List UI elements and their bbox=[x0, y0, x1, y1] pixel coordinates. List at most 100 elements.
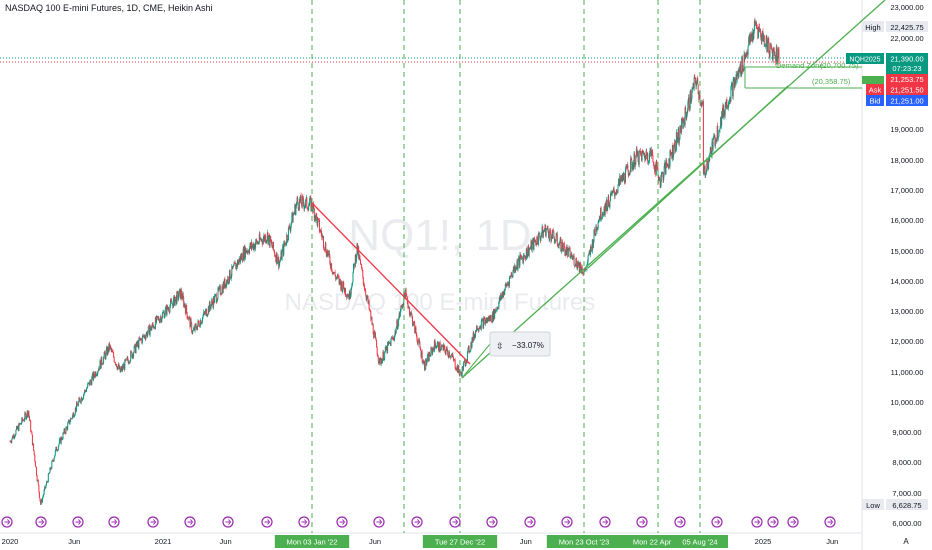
event-marker-icon[interactable] bbox=[751, 516, 763, 528]
event-marker-icon[interactable] bbox=[486, 516, 498, 528]
candle bbox=[697, 77, 699, 85]
candle bbox=[465, 364, 467, 367]
candle bbox=[704, 166, 705, 169]
candle bbox=[719, 128, 721, 130]
candle bbox=[541, 234, 542, 237]
candle bbox=[67, 423, 69, 430]
candle bbox=[337, 275, 339, 277]
event-marker-icon[interactable] bbox=[524, 516, 536, 528]
candle bbox=[413, 321, 415, 323]
candle bbox=[690, 91, 692, 103]
candle bbox=[26, 410, 28, 417]
candle bbox=[575, 258, 577, 266]
candle bbox=[643, 152, 645, 158]
candle bbox=[408, 307, 410, 308]
candle bbox=[686, 110, 688, 114]
event-marker-icon[interactable] bbox=[449, 516, 461, 528]
event-marker-icon[interactable] bbox=[561, 516, 573, 528]
candle bbox=[591, 247, 593, 252]
auto-scale-button[interactable]: A bbox=[903, 537, 909, 546]
event-marker-icon[interactable] bbox=[261, 516, 273, 528]
candle bbox=[535, 241, 537, 245]
candle bbox=[184, 307, 186, 314]
candle bbox=[437, 342, 439, 344]
candle bbox=[157, 316, 159, 319]
candle bbox=[416, 335, 418, 341]
event-marker-icon[interactable] bbox=[411, 516, 423, 528]
event-marker-icon[interactable] bbox=[711, 516, 723, 528]
candle bbox=[71, 414, 73, 419]
candle bbox=[449, 356, 451, 358]
date-marker-label: Mon 22 Apr '24 bbox=[633, 538, 683, 547]
event-marker-icon[interactable] bbox=[767, 516, 779, 528]
event-marker-icon[interactable] bbox=[674, 516, 686, 528]
candle bbox=[273, 249, 275, 252]
candle bbox=[141, 338, 143, 343]
candle bbox=[684, 120, 685, 126]
candle bbox=[202, 317, 203, 322]
candle bbox=[639, 150, 641, 152]
candle bbox=[120, 367, 122, 370]
candle bbox=[281, 251, 282, 260]
candle bbox=[711, 141, 713, 157]
measure-icon: ⇳ bbox=[496, 341, 504, 351]
candle bbox=[349, 291, 351, 298]
event-marker-icon[interactable] bbox=[222, 516, 234, 528]
event-marker-icon[interactable] bbox=[336, 516, 348, 528]
candle bbox=[757, 29, 759, 39]
candle bbox=[610, 193, 611, 202]
demand-zone[interactable]: Demand Zone (20,700.75) (20,358.75) bbox=[744, 61, 862, 89]
candle bbox=[156, 316, 158, 317]
event-marker-icon[interactable] bbox=[184, 516, 196, 528]
event-marker-icon[interactable] bbox=[298, 516, 310, 528]
candle bbox=[139, 338, 141, 340]
candle bbox=[611, 190, 613, 195]
candle bbox=[317, 218, 319, 226]
candle bbox=[453, 359, 455, 361]
event-marker-icon[interactable] bbox=[147, 516, 159, 528]
candle bbox=[612, 190, 614, 192]
candle bbox=[494, 309, 496, 313]
candle bbox=[458, 365, 460, 372]
event-marker-icon[interactable] bbox=[108, 516, 120, 528]
candle bbox=[514, 265, 516, 271]
downtrend-line[interactable] bbox=[311, 202, 471, 365]
support-line-short[interactable] bbox=[587, 85, 789, 269]
event-marker-icon[interactable] bbox=[599, 516, 611, 528]
event-marker-icon[interactable] bbox=[824, 516, 836, 528]
event-marker-icon[interactable] bbox=[35, 516, 47, 528]
candle bbox=[721, 111, 723, 119]
candle bbox=[693, 77, 695, 89]
candle bbox=[744, 56, 746, 60]
event-marker-icon[interactable] bbox=[1, 516, 13, 528]
event-marker-icon[interactable] bbox=[373, 516, 385, 528]
candle bbox=[626, 165, 628, 167]
candle bbox=[520, 254, 521, 258]
candle bbox=[239, 258, 241, 263]
candle bbox=[206, 309, 208, 317]
candle bbox=[733, 78, 735, 88]
candle bbox=[417, 341, 419, 345]
candle bbox=[36, 475, 38, 481]
event-marker-icon[interactable] bbox=[787, 516, 799, 528]
candle bbox=[83, 393, 85, 395]
candle bbox=[769, 43, 771, 58]
measure-tool[interactable]: ⇳ −33.07% bbox=[461, 331, 551, 379]
candle bbox=[542, 231, 544, 238]
candle bbox=[615, 193, 617, 195]
event-marker-icon[interactable] bbox=[636, 516, 648, 528]
candle bbox=[684, 107, 686, 126]
candle bbox=[78, 398, 80, 403]
candle bbox=[236, 263, 238, 267]
event-marker-icon[interactable] bbox=[72, 516, 84, 528]
candle bbox=[113, 357, 115, 362]
candle bbox=[526, 248, 528, 258]
candle bbox=[80, 402, 82, 403]
candle bbox=[290, 221, 292, 226]
candle bbox=[172, 303, 174, 308]
candle bbox=[363, 284, 365, 286]
candle bbox=[447, 350, 449, 355]
low-value: 6,628.75 bbox=[892, 501, 921, 510]
uptrend-line[interactable] bbox=[461, 0, 886, 379]
